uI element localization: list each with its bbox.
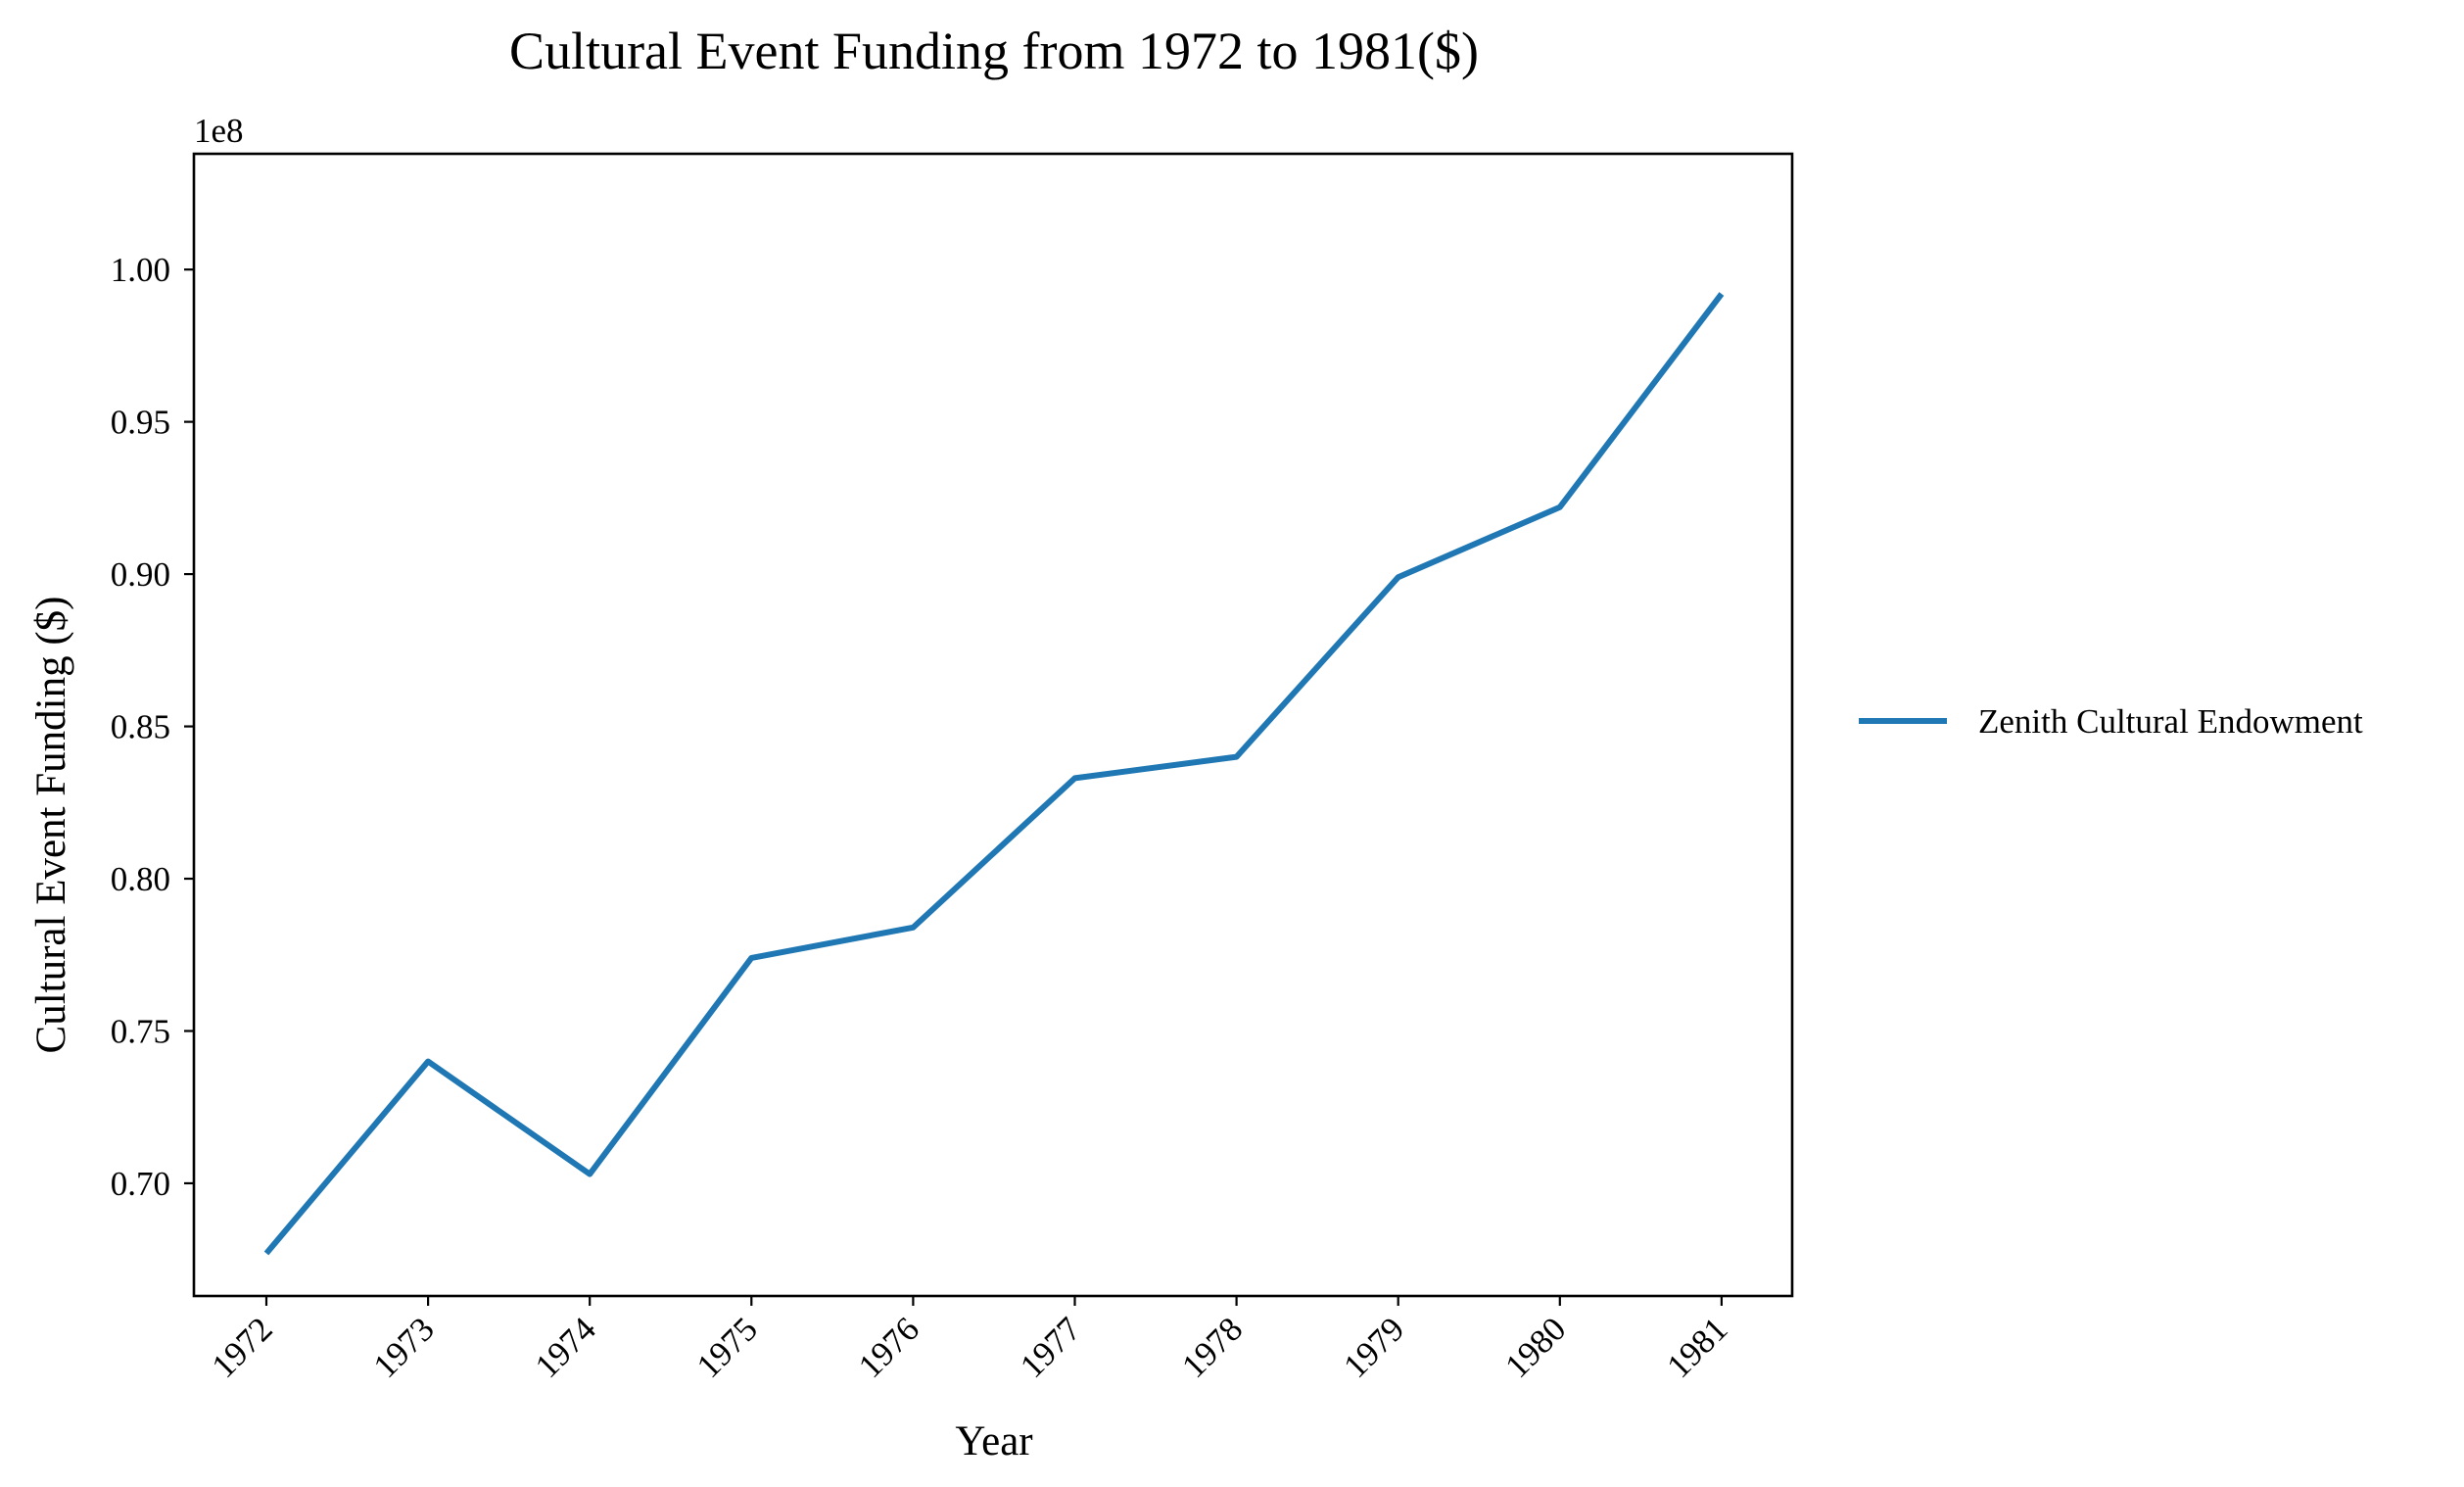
x-tick-label: 1981 bbox=[1659, 1310, 1734, 1385]
legend-label: Zenith Cultural Endowment bbox=[1978, 702, 2363, 741]
x-axis-label: Year bbox=[955, 1418, 1032, 1464]
y-tick-label: 0.75 bbox=[111, 1012, 170, 1050]
y-tick-label: 0.80 bbox=[111, 860, 170, 898]
y-tick-label: 0.70 bbox=[111, 1165, 170, 1203]
y-tick-label: 0.95 bbox=[111, 404, 170, 442]
y-axis-offset-label: 1e8 bbox=[194, 112, 244, 150]
plot-area: 0.70 0.75 0.80 0.85 0.90 0.95 1.00 1972 1973 1974… bbox=[111, 152, 1794, 1385]
x-tick-label: 1972 bbox=[205, 1310, 280, 1385]
x-tick-label: 1973 bbox=[366, 1310, 442, 1385]
y-tick-label: 0.85 bbox=[111, 708, 170, 746]
chart-title: Cultural Event Funding from 1972 to 1981… bbox=[509, 22, 1479, 80]
y-tick-label: 1.00 bbox=[111, 251, 170, 289]
x-tick-label: 1974 bbox=[528, 1310, 603, 1385]
x-tick-label: 1979 bbox=[1336, 1310, 1411, 1385]
axes-frame bbox=[192, 152, 1794, 1298]
y-axis-label: Cultural Event Funding ($) bbox=[28, 597, 74, 1054]
legend: Zenith Cultural Endowment bbox=[1859, 702, 2363, 741]
x-tick-label: 1976 bbox=[851, 1310, 926, 1385]
y-tick-label: 0.90 bbox=[111, 555, 170, 594]
series-line bbox=[263, 292, 1725, 1256]
x-tick-label: 1978 bbox=[1174, 1310, 1250, 1385]
x-tick-label: 1980 bbox=[1497, 1310, 1573, 1385]
x-tick-label: 1975 bbox=[689, 1310, 765, 1385]
x-tick-label: 1977 bbox=[1013, 1310, 1088, 1385]
